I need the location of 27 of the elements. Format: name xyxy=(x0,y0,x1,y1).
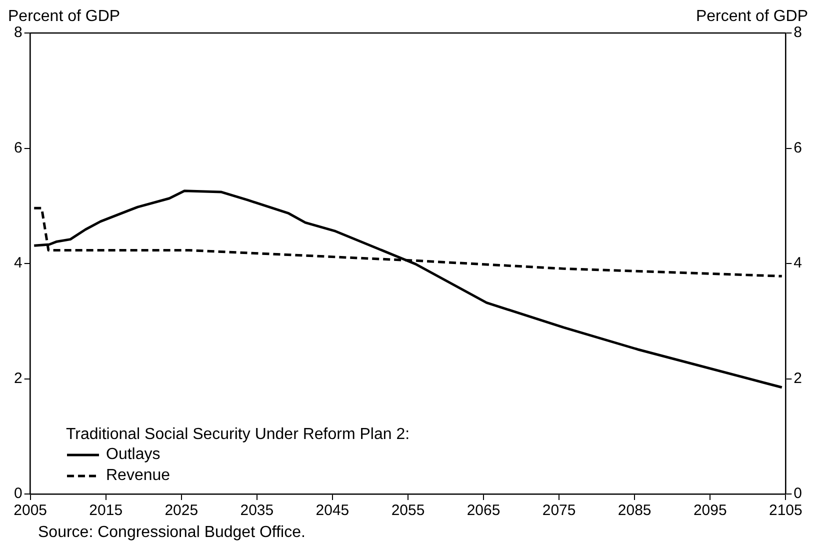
legend-label: Outlays xyxy=(106,445,160,465)
y2-tick-label: 0 xyxy=(794,485,802,502)
y2-tick-label: 2 xyxy=(794,370,802,387)
x-tick-label: 2015 xyxy=(89,502,123,520)
x-tick-label: 2005 xyxy=(14,502,48,520)
y2-axis-title: Percent of GDP xyxy=(696,8,808,26)
y-tick-label: 0 xyxy=(14,485,22,502)
y-tick-label: 2 xyxy=(14,370,22,387)
y2-tick-label: 6 xyxy=(794,139,802,156)
x-tick-label: 2065 xyxy=(466,502,500,520)
y-tick-label: 6 xyxy=(14,139,22,156)
x-tick-label: 2055 xyxy=(391,502,425,520)
y-axis-title: Percent of GDP xyxy=(8,8,120,26)
x-tick-label: 2075 xyxy=(542,502,576,520)
x-tick-label: 2035 xyxy=(240,502,274,520)
y2-tick-label: 4 xyxy=(794,254,802,272)
x-tick-label: 2045 xyxy=(316,502,350,520)
x-tick-label: 2095 xyxy=(693,502,727,520)
y-tick-label: 4 xyxy=(14,254,22,272)
x-tick-label: 2105 xyxy=(768,502,802,520)
x-tick-label: 2085 xyxy=(618,502,652,520)
x-tick-label: 2025 xyxy=(164,502,198,520)
source-note: Source: Congressional Budget Office. xyxy=(38,524,306,542)
y2-tick-label: 8 xyxy=(794,24,802,42)
legend-label: Revenue xyxy=(106,466,170,486)
legend-title: Traditional Social Security Under Reform Plan 2: xyxy=(66,426,410,444)
y-tick-label: 8 xyxy=(14,24,22,42)
